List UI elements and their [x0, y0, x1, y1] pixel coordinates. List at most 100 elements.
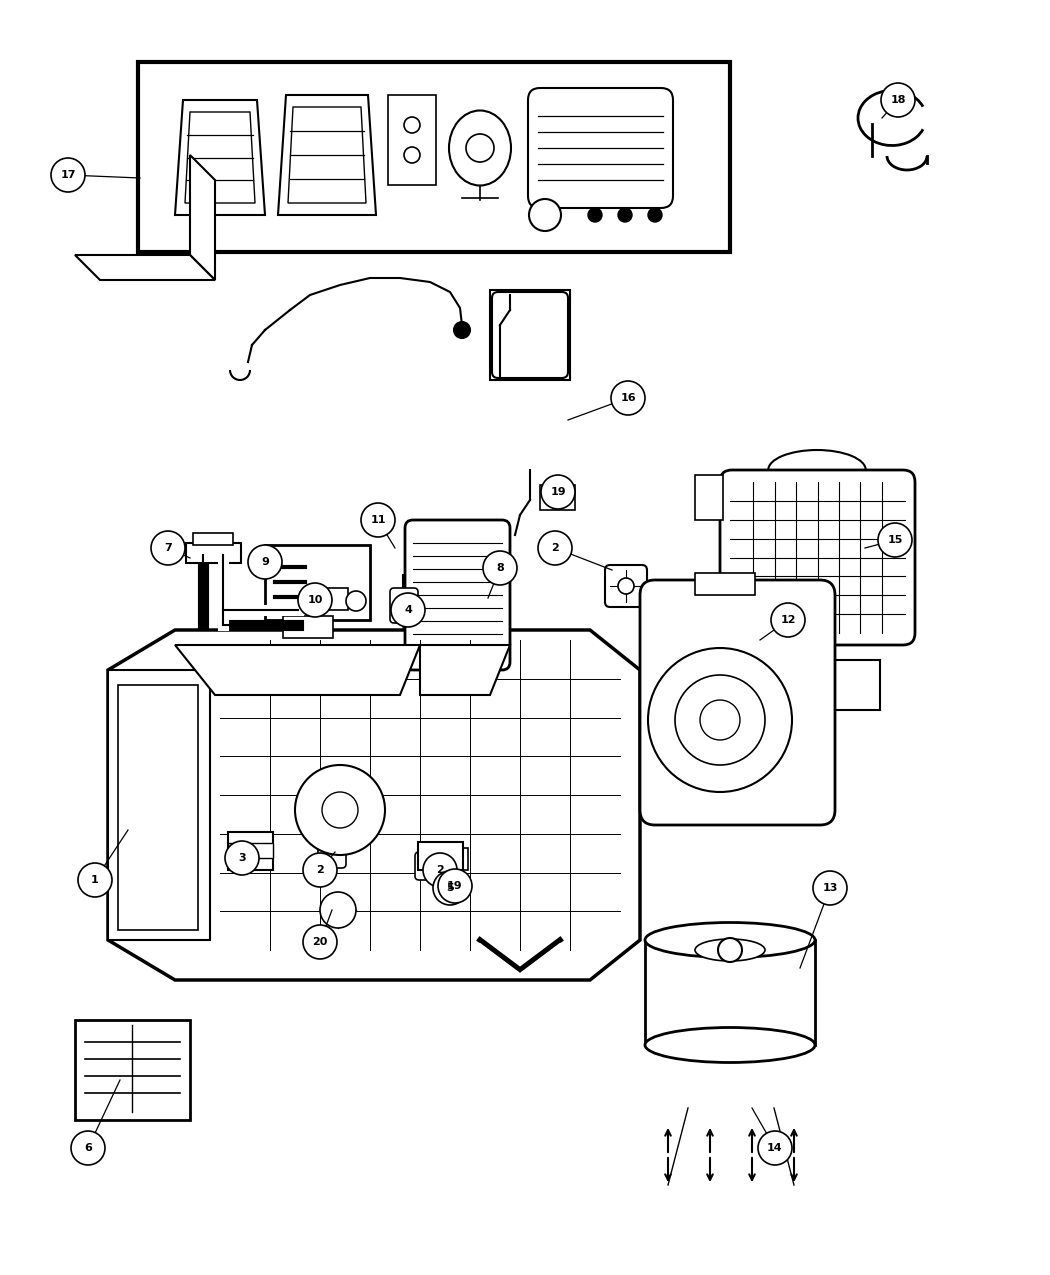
- Bar: [186, 543, 242, 564]
- Circle shape: [538, 530, 572, 565]
- Polygon shape: [175, 99, 265, 215]
- Ellipse shape: [695, 938, 765, 961]
- Polygon shape: [420, 645, 510, 695]
- Text: 14: 14: [768, 1142, 783, 1153]
- Polygon shape: [278, 96, 376, 215]
- Circle shape: [758, 1131, 792, 1165]
- Text: 8: 8: [496, 564, 504, 572]
- Circle shape: [423, 853, 457, 887]
- Text: 1: 1: [91, 875, 99, 885]
- Text: 6: 6: [84, 1142, 92, 1153]
- Polygon shape: [108, 669, 210, 940]
- Circle shape: [391, 593, 425, 627]
- Circle shape: [675, 674, 765, 765]
- FancyBboxPatch shape: [605, 565, 647, 607]
- Text: 2: 2: [436, 864, 444, 875]
- Bar: [228, 833, 273, 870]
- Bar: [284, 616, 333, 638]
- Circle shape: [303, 853, 337, 887]
- Bar: [118, 685, 198, 929]
- Polygon shape: [185, 112, 255, 203]
- Circle shape: [618, 578, 634, 594]
- FancyBboxPatch shape: [640, 580, 835, 825]
- Polygon shape: [190, 156, 215, 280]
- Circle shape: [71, 1131, 105, 1165]
- Text: 13: 13: [822, 884, 838, 892]
- Circle shape: [718, 938, 742, 963]
- Text: 16: 16: [621, 393, 636, 403]
- Circle shape: [541, 476, 575, 509]
- Ellipse shape: [449, 111, 511, 185]
- Circle shape: [588, 208, 602, 222]
- Circle shape: [151, 530, 185, 565]
- Bar: [418, 842, 463, 870]
- Text: 19: 19: [550, 487, 566, 497]
- Text: 20: 20: [312, 937, 328, 947]
- Circle shape: [438, 870, 472, 903]
- Circle shape: [320, 892, 356, 928]
- Circle shape: [433, 871, 467, 905]
- Text: 17: 17: [60, 170, 76, 180]
- Ellipse shape: [645, 1028, 815, 1062]
- Circle shape: [248, 544, 282, 579]
- Circle shape: [361, 504, 395, 537]
- Circle shape: [346, 592, 366, 611]
- Text: 3: 3: [238, 853, 246, 863]
- Circle shape: [771, 603, 805, 638]
- FancyBboxPatch shape: [318, 840, 346, 868]
- Circle shape: [611, 381, 645, 414]
- Circle shape: [648, 208, 662, 222]
- Bar: [228, 843, 273, 858]
- Polygon shape: [108, 630, 640, 980]
- Text: 9: 9: [261, 557, 269, 567]
- Circle shape: [483, 551, 517, 585]
- Bar: [138, 62, 730, 252]
- Circle shape: [529, 199, 561, 231]
- Bar: [388, 96, 436, 185]
- Bar: [430, 848, 468, 870]
- Circle shape: [298, 583, 332, 617]
- Text: 12: 12: [780, 615, 796, 625]
- Polygon shape: [288, 107, 366, 203]
- Bar: [265, 544, 370, 620]
- Circle shape: [404, 117, 420, 133]
- FancyBboxPatch shape: [415, 852, 443, 880]
- Circle shape: [813, 871, 847, 905]
- Polygon shape: [175, 645, 420, 695]
- Text: 10: 10: [308, 595, 322, 606]
- Bar: [193, 533, 233, 544]
- Polygon shape: [75, 1020, 190, 1119]
- Text: 7: 7: [164, 543, 172, 553]
- Circle shape: [78, 863, 112, 898]
- Text: 4: 4: [404, 606, 412, 615]
- Circle shape: [295, 765, 385, 856]
- Circle shape: [454, 323, 470, 338]
- Circle shape: [466, 134, 493, 162]
- Bar: [310, 588, 348, 609]
- Text: 2: 2: [316, 864, 323, 875]
- Circle shape: [878, 523, 912, 557]
- Circle shape: [648, 648, 792, 792]
- Circle shape: [700, 700, 740, 739]
- Polygon shape: [75, 255, 215, 280]
- Bar: [540, 484, 575, 510]
- Text: 15: 15: [887, 536, 903, 544]
- FancyBboxPatch shape: [528, 88, 673, 208]
- Circle shape: [404, 147, 420, 163]
- Bar: [490, 289, 570, 380]
- FancyBboxPatch shape: [492, 292, 568, 377]
- Text: 11: 11: [371, 515, 385, 525]
- Circle shape: [618, 208, 632, 222]
- FancyBboxPatch shape: [405, 520, 510, 669]
- Circle shape: [225, 842, 259, 875]
- Ellipse shape: [645, 923, 815, 958]
- Text: 19: 19: [447, 881, 463, 891]
- Bar: [695, 572, 755, 595]
- Bar: [695, 476, 723, 520]
- FancyBboxPatch shape: [720, 470, 915, 645]
- Circle shape: [51, 158, 85, 193]
- Text: 18: 18: [890, 96, 906, 105]
- Circle shape: [303, 924, 337, 959]
- Text: 2: 2: [551, 543, 559, 553]
- Circle shape: [881, 83, 915, 117]
